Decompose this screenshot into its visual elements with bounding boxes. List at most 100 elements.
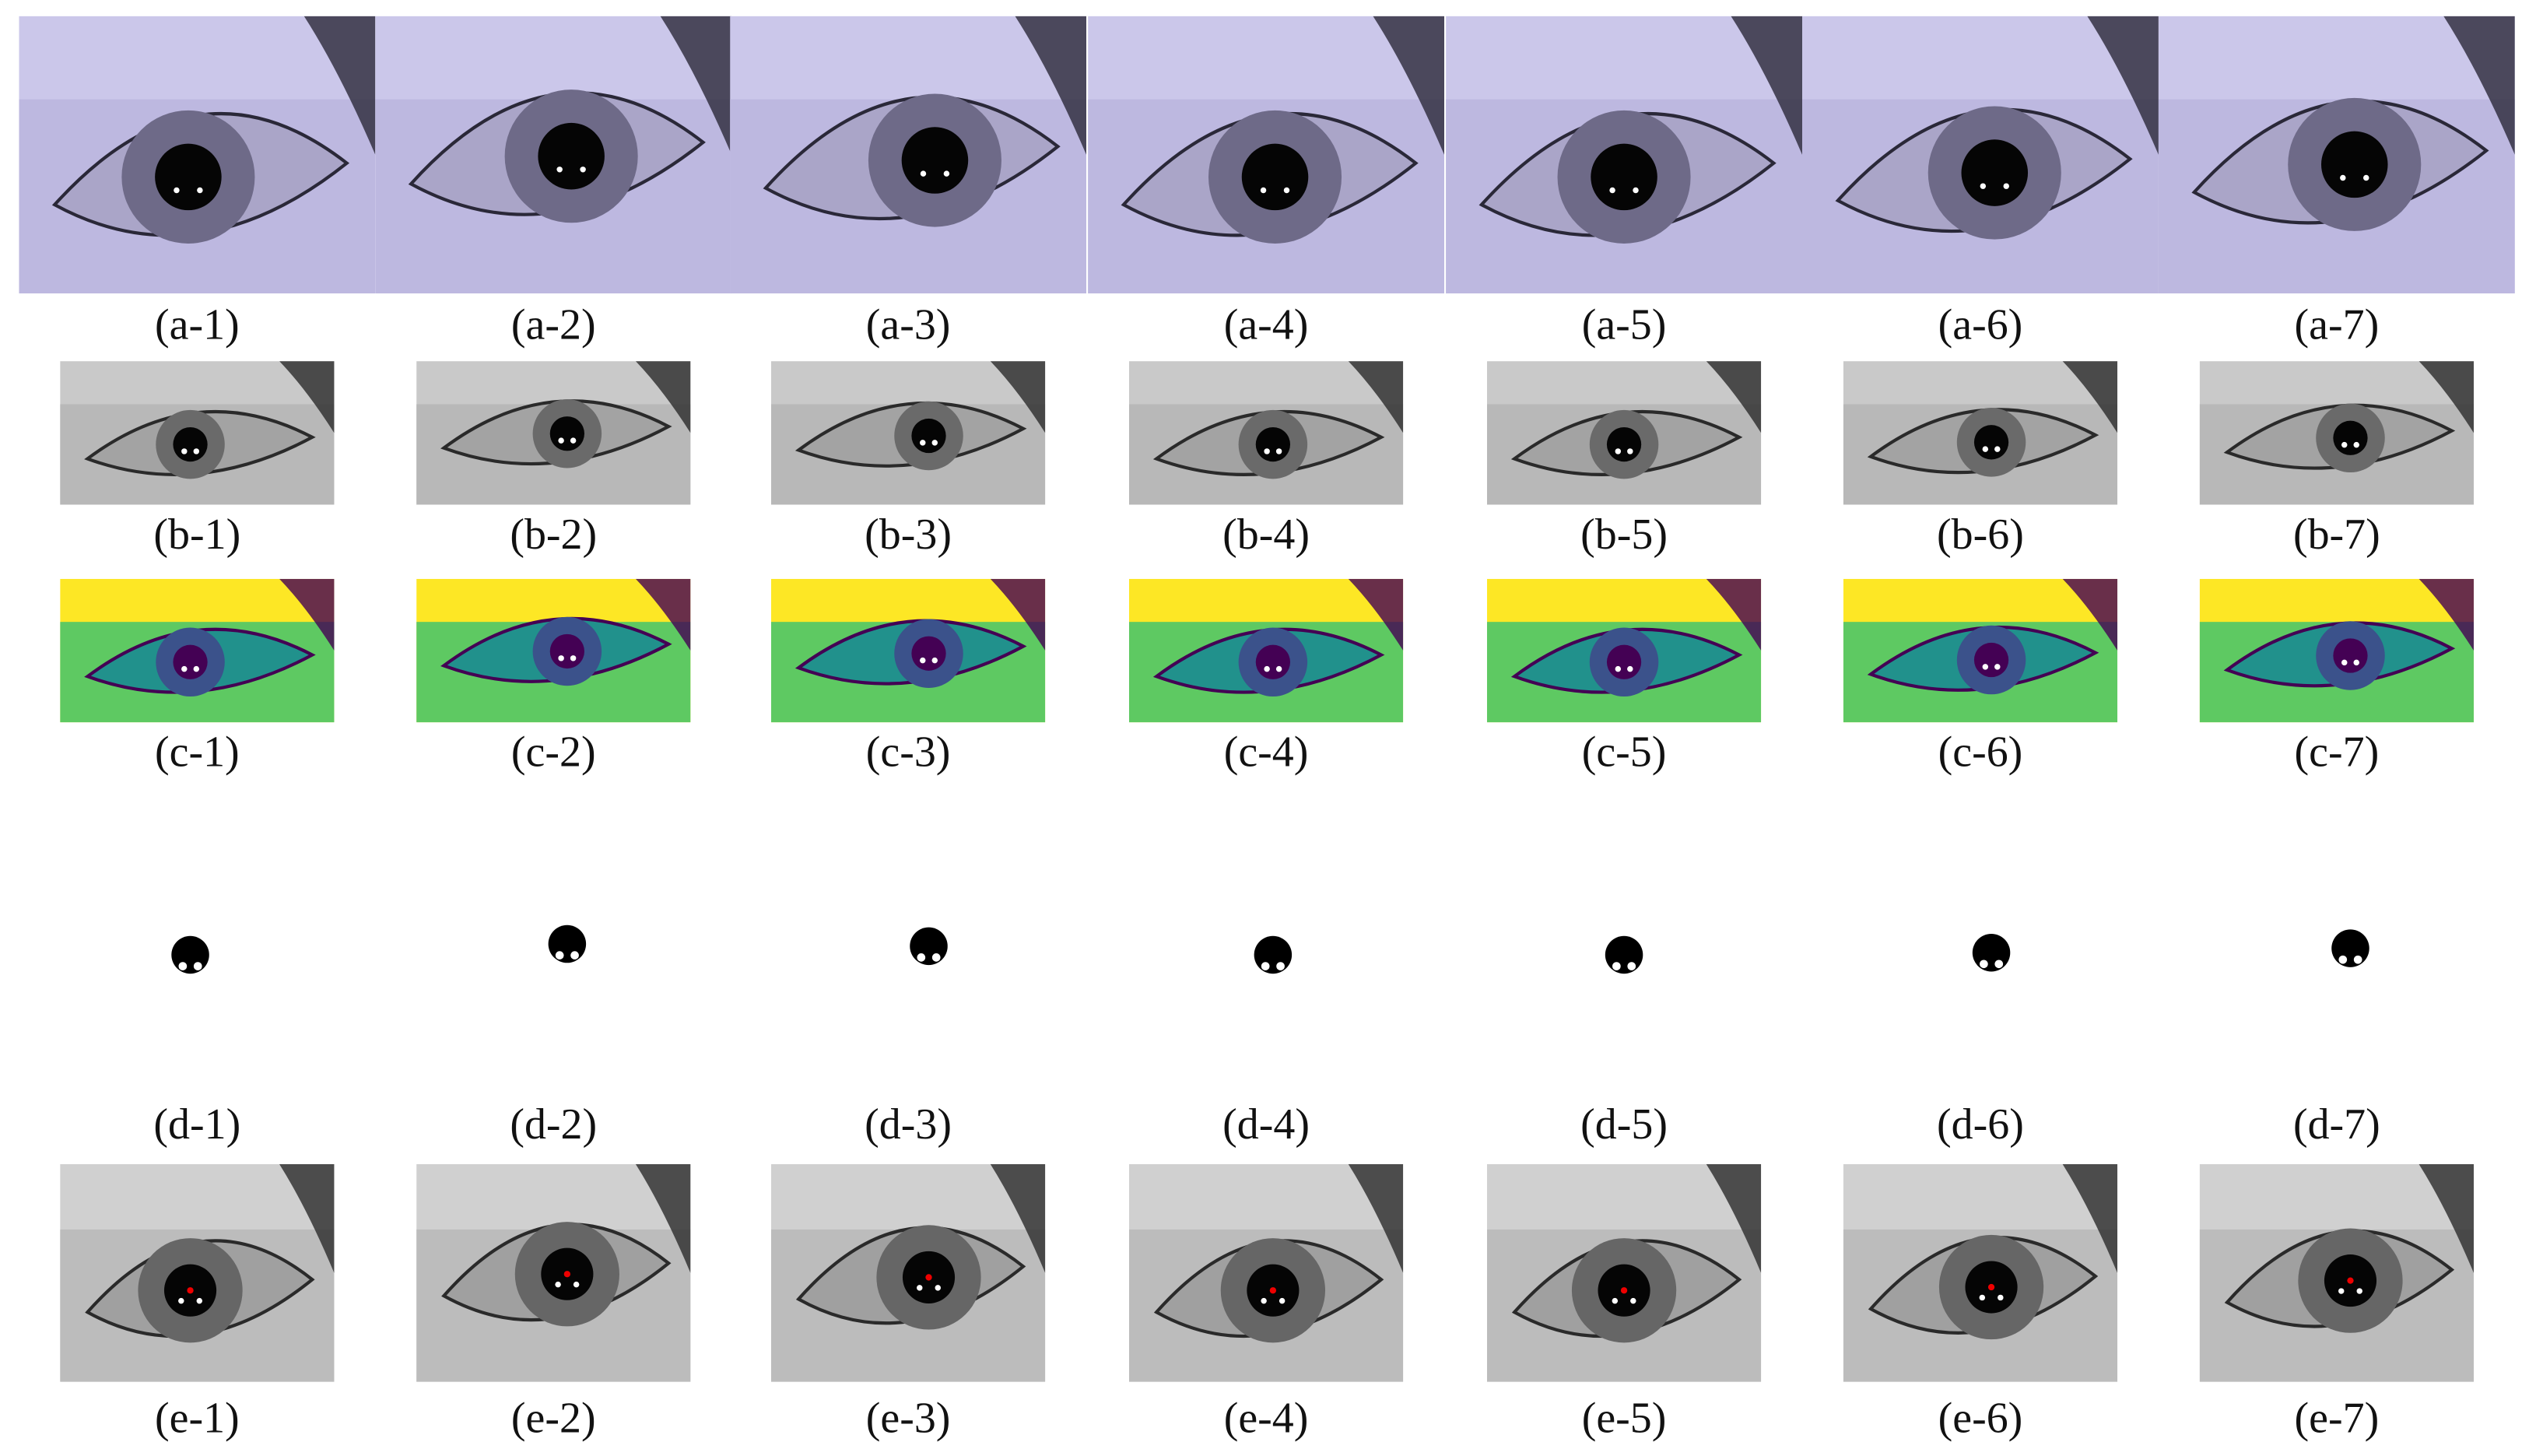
pupil xyxy=(911,636,946,671)
glint xyxy=(193,665,200,672)
glint xyxy=(2338,1288,2345,1294)
corner-shadow xyxy=(1731,16,1803,155)
glint xyxy=(1264,665,1270,672)
eye-image xyxy=(770,578,1046,723)
eye-content xyxy=(770,1163,1046,1382)
glint xyxy=(2353,955,2362,964)
corner-shadow xyxy=(2443,16,2515,155)
pupil-mask xyxy=(910,927,948,966)
caption: (e-3) xyxy=(866,1394,951,1442)
caption: (e-6) xyxy=(1938,1394,2023,1442)
glint xyxy=(1276,962,1285,970)
eye-content xyxy=(416,361,691,505)
eye-image xyxy=(60,578,335,723)
caption: (c-5) xyxy=(1582,728,1667,777)
eye-image xyxy=(2199,1163,2474,1382)
corner-shadow xyxy=(1373,16,1445,155)
eye-image xyxy=(1972,933,2011,972)
glint xyxy=(1615,665,1622,672)
center-marker xyxy=(1620,1287,1628,1294)
corner-shadow xyxy=(1348,361,1404,433)
eye-content xyxy=(60,578,335,723)
center-marker xyxy=(1987,1283,1995,1291)
eye-content xyxy=(1128,1163,1404,1382)
caption: (b-4) xyxy=(1222,510,1310,559)
pupil xyxy=(901,127,969,194)
eye-image xyxy=(2331,929,2369,967)
eye-content xyxy=(1843,578,2118,723)
pupil xyxy=(2333,638,2368,673)
eye-image xyxy=(416,361,691,505)
eye-content xyxy=(2158,16,2515,294)
eye-image xyxy=(770,1163,1046,1382)
glint xyxy=(1998,1294,2004,1301)
corner-shadow xyxy=(1706,361,1762,433)
caption: (d-4) xyxy=(1222,1100,1310,1149)
eye-image xyxy=(2199,578,2474,723)
eye-content xyxy=(1843,1163,2118,1382)
pupil xyxy=(1961,139,2029,206)
caption: (b-1) xyxy=(153,510,240,559)
glint xyxy=(181,665,188,672)
glint xyxy=(1609,187,1615,194)
corner-shadow xyxy=(1348,578,1404,651)
glint xyxy=(1994,960,2004,969)
eye-image xyxy=(416,578,691,723)
eye-content xyxy=(1486,578,1762,723)
corner-shadow xyxy=(279,578,335,651)
center-marker xyxy=(563,1271,571,1278)
eye-image xyxy=(1128,578,1404,723)
eye-image xyxy=(1128,361,1404,505)
pupil xyxy=(549,633,584,669)
glint xyxy=(1982,664,1989,670)
caption: (e-2) xyxy=(511,1394,596,1442)
eye-image xyxy=(1486,578,1762,723)
corner-shadow xyxy=(2087,16,2159,155)
corner-shadow xyxy=(635,578,691,651)
pupil xyxy=(538,122,605,190)
eye-content xyxy=(416,578,691,723)
caption: (c-4) xyxy=(1224,728,1309,777)
glint xyxy=(1264,448,1270,454)
glint xyxy=(196,1297,203,1304)
glint xyxy=(935,1285,941,1291)
eye-image xyxy=(60,361,335,505)
pupil xyxy=(173,644,208,679)
glint xyxy=(1980,960,1988,969)
caption: (c-7) xyxy=(2295,728,2380,777)
pupil xyxy=(1973,425,2009,460)
corner-shadow xyxy=(303,16,376,155)
caption: (a-1) xyxy=(155,301,240,349)
eye-content xyxy=(1486,361,1762,505)
caption: (a-7) xyxy=(2295,301,2380,349)
glint xyxy=(931,657,938,664)
corner-shadow xyxy=(990,361,1046,433)
caption: (b-5) xyxy=(1580,510,1668,559)
corner-shadow xyxy=(1706,1163,1762,1273)
glint xyxy=(1261,1297,1267,1304)
glint xyxy=(920,657,926,664)
eye-image xyxy=(1128,1163,1404,1382)
eye-image xyxy=(60,1163,335,1382)
glint xyxy=(555,951,564,960)
eye-image xyxy=(1605,935,1643,974)
glint xyxy=(573,1281,580,1288)
glint xyxy=(2341,659,2348,666)
eye-content xyxy=(1486,1163,1762,1382)
pupil-mask xyxy=(548,924,587,963)
eye-image xyxy=(2158,16,2515,294)
glint xyxy=(1994,446,2001,452)
pupil-mask xyxy=(171,935,209,974)
caption: (a-4) xyxy=(1224,301,1309,349)
caption: (e-1) xyxy=(155,1394,240,1442)
glint xyxy=(1260,187,1267,194)
glint xyxy=(174,187,180,194)
eye-image xyxy=(1486,361,1762,505)
eye-image xyxy=(1843,1163,2118,1382)
eye-image xyxy=(1843,361,2118,505)
glint xyxy=(570,655,577,661)
eye-image xyxy=(1446,16,1803,294)
caption: (d-7) xyxy=(2293,1100,2380,1149)
caption: (e-4) xyxy=(1224,1394,1309,1442)
